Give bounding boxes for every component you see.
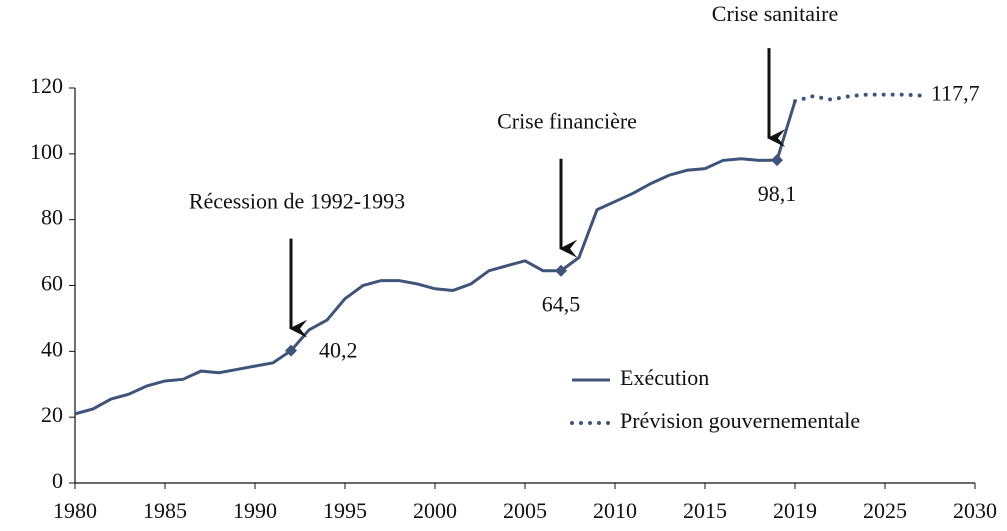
- y-tick-label: 40: [41, 336, 63, 361]
- series-line: [793, 92, 923, 104]
- annotation: Crise financière: [497, 109, 637, 134]
- point-marker: [285, 344, 297, 357]
- legend-label: Prévision gouvernementale: [620, 408, 860, 433]
- y-tick-label: 120: [30, 73, 63, 98]
- y-tick-label: 20: [41, 402, 63, 427]
- annotation: Récession de 1992-1993: [189, 189, 405, 214]
- y-tick-label: 100: [30, 139, 63, 164]
- point-marker: [771, 154, 783, 167]
- annotation: Crise sanitaire: [712, 1, 838, 26]
- value-label: 64,5: [542, 292, 581, 317]
- x-tick-label: 1995: [323, 498, 367, 523]
- y-tick-label: 60: [41, 271, 63, 296]
- x-tick-label: 1990: [233, 498, 277, 523]
- x-tick-label: 2015: [683, 498, 727, 523]
- x-tick-label: 2010: [593, 498, 637, 523]
- value-label: 98,1: [758, 181, 797, 206]
- value-label: 117,7: [931, 81, 980, 106]
- point-marker: [555, 264, 567, 277]
- x-tick-label: 2025: [863, 498, 907, 523]
- x-tick-label: 2000: [413, 498, 457, 523]
- x-tick-label: 2005: [503, 498, 547, 523]
- x-tick-label: 2030: [953, 498, 997, 523]
- series-line: [74, 100, 797, 416]
- y-tick-label: 0: [52, 468, 63, 493]
- y-tick-label: 80: [41, 205, 63, 230]
- x-tick-label: 1985: [143, 498, 187, 523]
- x-tick-label: 1980: [53, 498, 97, 523]
- legend-label: Exécution: [620, 365, 709, 390]
- x-tick-label: 2019: [773, 498, 817, 523]
- value-label: 40,2: [319, 338, 358, 363]
